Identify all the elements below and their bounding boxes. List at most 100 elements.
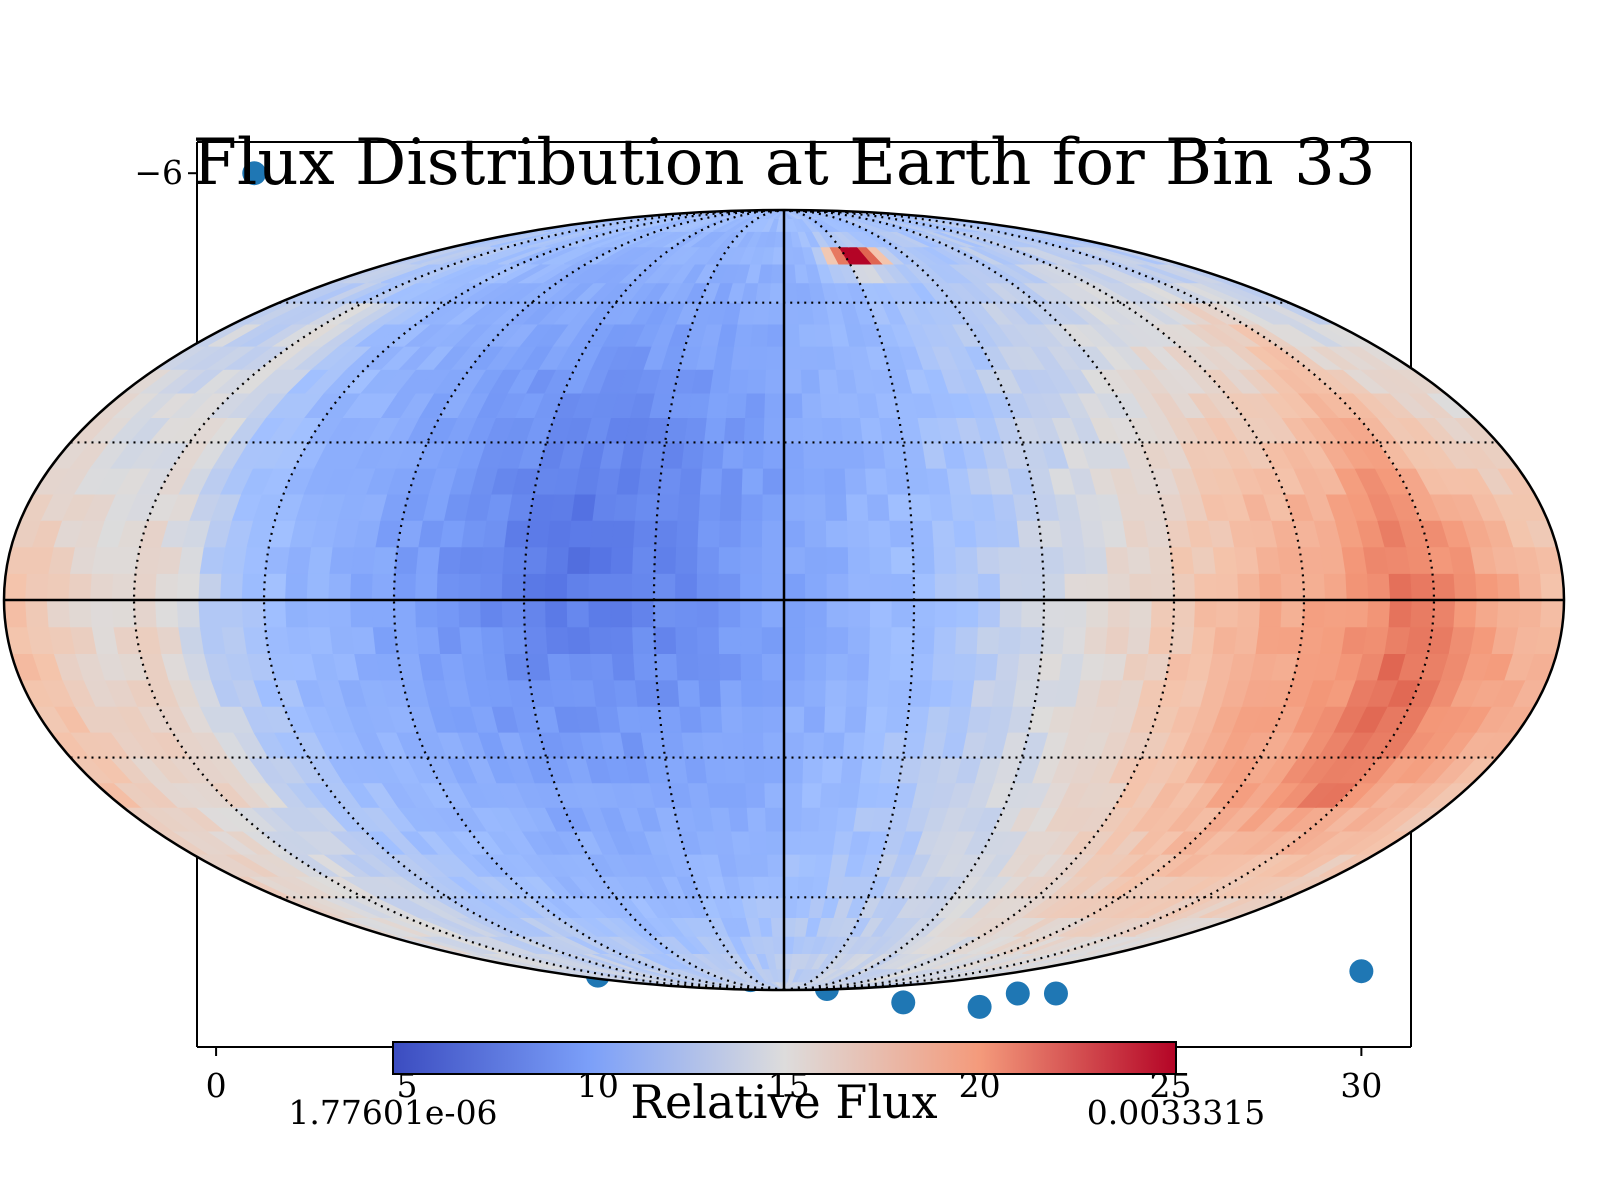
heatmap-cell [1126, 626, 1153, 655]
heatmap-cell [950, 679, 976, 707]
heatmap-cell [306, 572, 331, 601]
heatmap-cell [869, 572, 893, 601]
heatmap-cell [847, 545, 872, 574]
heatmap-cell [783, 519, 807, 548]
heatmap-cell [804, 493, 828, 521]
heatmap-cell [436, 572, 461, 601]
heatmap-cell [616, 705, 642, 733]
colorbar-gradient [392, 1041, 1177, 1075]
heatmap-cell [734, 323, 755, 347]
heatmap-cell [799, 830, 820, 855]
heatmap-cell [1064, 599, 1088, 628]
heatmap-cell [934, 572, 958, 601]
heatmap-cell [955, 626, 980, 655]
heatmap-cell [1037, 519, 1064, 548]
heatmap-cell [1453, 599, 1478, 628]
x-tick-label: 5 [396, 1066, 417, 1105]
heatmap-cell [155, 599, 180, 628]
heatmap-cell [783, 392, 804, 418]
heatmap-cell [761, 599, 785, 628]
heatmap-cell [46, 572, 72, 601]
heatmap-cell [999, 572, 1023, 601]
heatmap-cell [769, 896, 785, 919]
heatmap-cell [637, 467, 663, 495]
heatmap-cell [1107, 599, 1132, 628]
heatmap-cell [372, 626, 399, 655]
heatmap-cell [613, 679, 639, 707]
heatmap-cell [818, 368, 840, 394]
heatmap-cell [1129, 599, 1153, 628]
heatmap-cell [568, 652, 594, 681]
scatter-point [242, 161, 267, 186]
heatmap-cell [415, 572, 439, 601]
heatmap-cell [1539, 599, 1564, 628]
map-boundary [2, 208, 1566, 992]
heatmap-cell [523, 545, 549, 574]
heatmap-cell [718, 626, 742, 655]
heatmap-cell [329, 545, 356, 574]
heatmap-cell [783, 302, 800, 325]
heatmap-cell [761, 572, 785, 601]
heatmap-cell [111, 572, 137, 601]
heatmap-cell [653, 545, 678, 574]
heatmap-cell [1150, 572, 1175, 601]
heatmap-cell [970, 679, 997, 707]
heatmap-cell [458, 599, 483, 628]
heatmap-cell [763, 756, 785, 784]
heatmap-cell [740, 679, 764, 707]
heatmap-cell [770, 263, 785, 284]
heatmap-cell [68, 572, 93, 601]
heatmap-cell [616, 467, 642, 495]
heatmap-cell [755, 896, 773, 919]
heatmap-cell [766, 323, 785, 347]
heatmap-cell [748, 345, 769, 370]
heatmap-cell [632, 626, 656, 655]
heatmap-cell [46, 599, 72, 628]
heatmap-cell [1148, 626, 1174, 655]
heatmap-cell [1212, 626, 1239, 655]
heatmap-cell [820, 392, 843, 418]
heatmap-cell [704, 756, 728, 784]
heatmap-cell [350, 572, 374, 601]
heatmap-cell [133, 599, 158, 628]
heatmap-cell [765, 830, 785, 855]
heatmap-cell [890, 626, 915, 655]
scatter-point [967, 994, 992, 1019]
heatmap-cell [698, 679, 723, 707]
heatmap-cell [1169, 626, 1196, 655]
heatmap-cell [826, 572, 850, 601]
heatmap-cell [885, 705, 910, 733]
heatmap-cell [1042, 572, 1067, 601]
heatmap-cell [1323, 572, 1348, 601]
heatmap-cell [842, 731, 867, 759]
heatmap-cell [783, 705, 806, 733]
heatmap-cell [1016, 652, 1043, 681]
heatmap-cell [848, 572, 872, 601]
heatmap-cell [502, 626, 528, 655]
heatmap-cell [25, 572, 50, 601]
heatmap-cell [1040, 626, 1066, 655]
heatmap-cell [912, 626, 936, 655]
heatmap-cell [758, 263, 774, 284]
heatmap-cell [761, 519, 785, 548]
heatmap-cell [676, 519, 700, 548]
heatmap-cell [458, 572, 483, 601]
heatmap-cell [845, 493, 870, 521]
heatmap-cell [728, 806, 750, 832]
heatmap-cell [504, 519, 531, 548]
heatmap-cell [1083, 626, 1109, 655]
heatmap-cell [550, 679, 577, 707]
heatmap-cell [725, 392, 748, 418]
heatmap-cell [762, 705, 785, 733]
heatmap-cell [750, 323, 770, 347]
heatmap-cell [1040, 545, 1066, 574]
heatmap-cell [1539, 572, 1564, 601]
heatmap-cell [1345, 599, 1370, 628]
heatmap-cell [480, 572, 504, 601]
heatmap-cell [571, 493, 598, 521]
heatmap-cell [111, 599, 137, 628]
heatmap-cell [824, 467, 848, 495]
scatter-y-ticks: −6 [134, 153, 197, 192]
heatmap-cell [800, 368, 822, 394]
